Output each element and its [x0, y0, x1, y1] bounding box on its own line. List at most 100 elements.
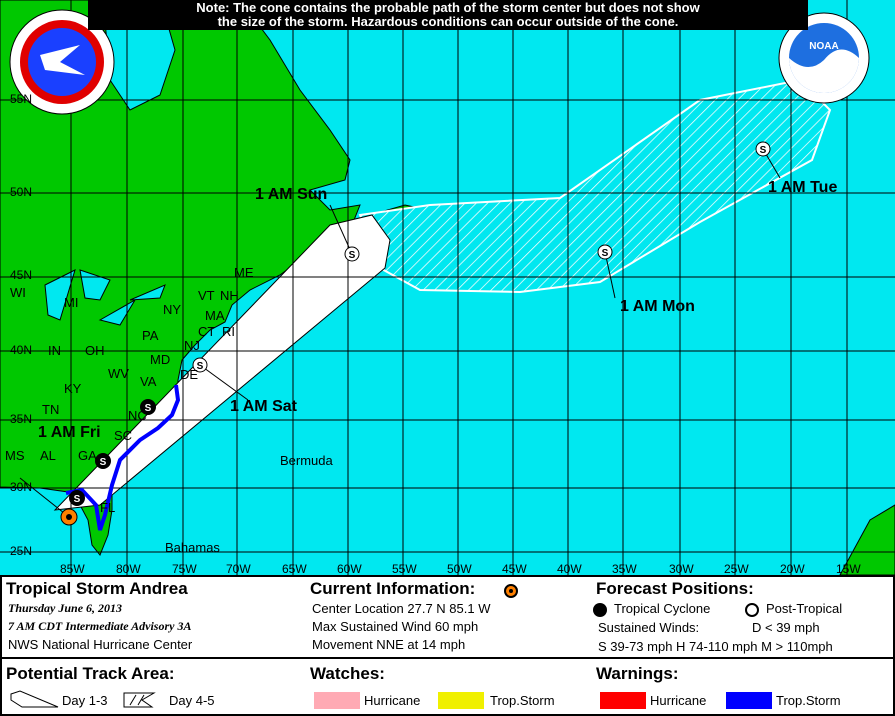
day45-cone [358, 78, 832, 294]
state-label: MA [205, 308, 225, 323]
svg-text:S: S [197, 361, 204, 372]
state-label: WI [10, 285, 26, 300]
state-label: NJ [184, 338, 200, 353]
tropical-cyclone-marker [69, 490, 85, 506]
state-label: PA [142, 328, 159, 343]
current-info-title: Current Information: [310, 579, 476, 598]
lat-label: 50N [10, 185, 33, 199]
forecast-label-sun: 1 AM Sun [255, 186, 328, 203]
svg-text:NOAA: NOAA [809, 41, 838, 52]
svg-text:S: S [602, 248, 609, 259]
lon-label: 65W [282, 562, 307, 576]
lon-label: 60W [337, 562, 362, 576]
legend-panel: Tropical Storm Andrea Thursday June 6, 2… [0, 575, 895, 716]
issuing-center: NWS National Hurricane Center [8, 637, 193, 652]
cone-note-banner: Note: The cone contains the probable pat… [88, 0, 808, 30]
lon-label: 75W [172, 562, 197, 576]
watches-title: Watches: [310, 664, 385, 683]
center-location: Center Location 27.7 N 85.1 W [312, 601, 491, 616]
ts-warning-label: Trop.Storm [776, 693, 841, 708]
state-label: OH [85, 343, 105, 358]
lat-label: 45N [10, 268, 33, 282]
state-label: MI [64, 295, 79, 310]
lon-label: 40W [557, 562, 582, 576]
forecast-positions-title: Forecast Positions: [596, 579, 754, 598]
post-tropical-marker [192, 357, 208, 373]
state-label: SC [114, 428, 133, 443]
state-label: VA [140, 374, 157, 389]
day45-cone-icon [123, 692, 156, 708]
post-tropical-icon [745, 603, 759, 617]
state-label: AL [40, 448, 56, 463]
state-label: FL [100, 500, 116, 515]
state-label: NC [128, 408, 147, 423]
state-label: NY [163, 302, 182, 317]
lon-label: 20W [780, 562, 805, 576]
post-tropical-marker [344, 246, 360, 262]
forecast-label-sat: 1 AM Sat [230, 398, 297, 415]
forecast-label-mon: 1 AM Mon [620, 298, 695, 315]
day45-label: Day 4-5 [169, 693, 215, 708]
nws-logo [9, 9, 115, 115]
forecast-label-fri: 1 AM Fri [38, 424, 101, 441]
lon-label: 25W [724, 562, 749, 576]
day13-cone-icon [10, 690, 59, 708]
svg-text:S: S [349, 250, 356, 261]
hurricane-watch-label: Hurricane [364, 693, 421, 708]
tropical-cyclone-icon [593, 603, 607, 617]
lon-label: 55W [392, 562, 417, 576]
lon-label: 15W [836, 562, 861, 576]
bahamas-label: Bahamas [165, 540, 220, 555]
state-label: DE [180, 367, 199, 382]
storm-name: Tropical Storm Andrea [6, 579, 188, 598]
state-label: KY [64, 381, 82, 396]
lat-label: 30N [10, 480, 33, 494]
state-label: CT [198, 324, 216, 339]
greenland-east [839, 504, 895, 575]
sustained-winds-label: Sustained Winds: [598, 620, 700, 635]
lon-label: 45W [502, 562, 527, 576]
lon-label: 85W [60, 562, 85, 576]
forecast-map: S S S S S S S NOAA Note: The cone contai… [0, 0, 895, 576]
tropical-cyclone-label: Tropical Cyclone [614, 601, 711, 616]
advisory-number: 7 AM CDT Intermediate Advisory 3A [8, 619, 192, 633]
state-label: GA [78, 448, 97, 463]
map-graphic: S S S S S S S NOAA [0, 0, 895, 575]
note-line-2: the size of the storm. Hazardous conditi… [217, 14, 679, 29]
bermuda-label: Bermuda [280, 453, 333, 468]
state-label: WV [108, 366, 129, 381]
svg-text:S: S [74, 494, 81, 505]
state-label: MD [150, 352, 171, 367]
lon-label: 50W [447, 562, 472, 576]
forecast-label-tue: 1 AM Tue [768, 179, 838, 196]
state-label: VT [198, 288, 215, 303]
lat-label: 25N [10, 544, 33, 558]
day13-label: Day 1-3 [62, 693, 108, 708]
lon-label: 80W [116, 562, 141, 576]
lon-label: 35W [612, 562, 637, 576]
lat-label: 55N [10, 92, 33, 106]
lon-label: 30W [669, 562, 694, 576]
lat-label: 40N [10, 343, 33, 357]
track-area-title: Potential Track Area: [6, 664, 175, 683]
state-label: ME [234, 265, 254, 280]
post-tropical-label: Post-Tropical [766, 601, 843, 616]
day13-cone [53, 214, 391, 511]
tropical-storm-warning-coast [65, 384, 181, 531]
ts-warning-swatch [726, 692, 772, 709]
tropical-cyclone-marker [95, 453, 111, 469]
forecast-markers: S S S S S S S [69, 141, 771, 506]
great-lakes [44, 269, 166, 326]
current-position-icon [504, 584, 518, 598]
lat-label: 35N [10, 412, 33, 426]
svg-text:S: S [760, 145, 767, 156]
svg-text:S: S [145, 403, 152, 414]
hurricane-warning-swatch [600, 692, 646, 709]
noaa-logo: NOAA [778, 12, 870, 104]
warnings-title: Warnings: [596, 664, 679, 683]
state-label: NH [220, 288, 239, 303]
movement: Movement NNE at 14 mph [312, 637, 466, 652]
svg-text:S: S [100, 457, 107, 468]
lon-label: 70W [226, 562, 251, 576]
wind-ranges: S 39-73 mph H 74-110 mph M > 110mph [598, 639, 833, 654]
